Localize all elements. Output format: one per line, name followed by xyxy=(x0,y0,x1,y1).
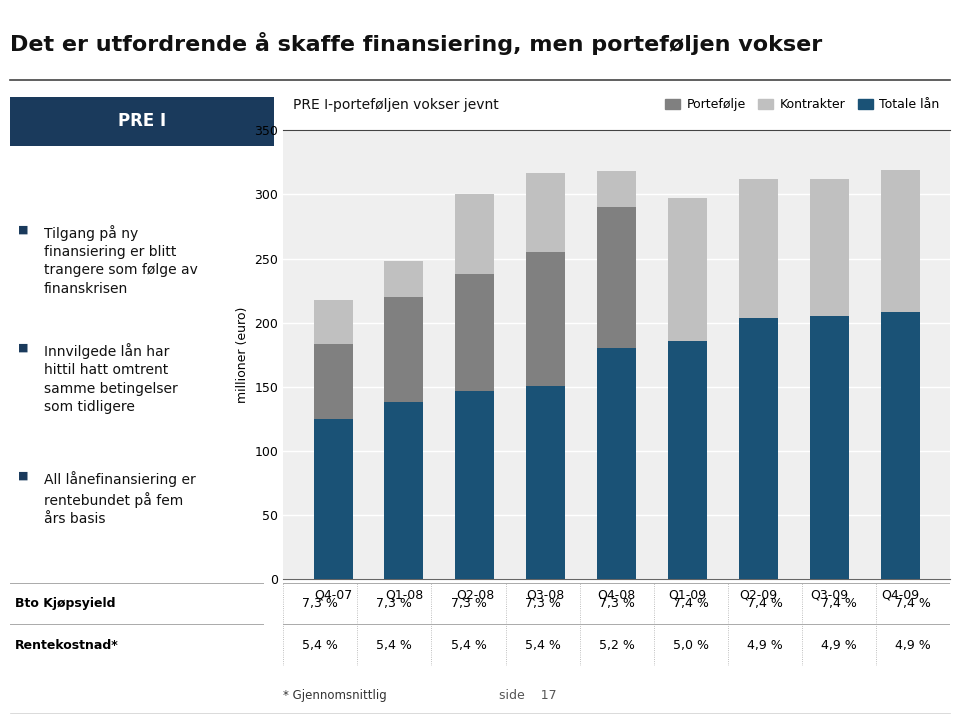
Bar xyxy=(739,179,779,346)
Y-axis label: millioner (euro): millioner (euro) xyxy=(236,306,249,403)
Text: 5,4 %: 5,4 % xyxy=(525,639,561,652)
Text: PRE I-porteføljen vokser jevnt: PRE I-porteføljen vokser jevnt xyxy=(293,98,498,111)
Text: ■: ■ xyxy=(17,471,28,481)
Bar xyxy=(668,342,708,579)
Bar xyxy=(10,97,274,146)
Bar xyxy=(526,386,565,579)
Text: 7,4 %: 7,4 % xyxy=(821,597,857,610)
Text: 5,4 %: 5,4 % xyxy=(450,639,487,652)
Text: 4,9 %: 4,9 % xyxy=(747,639,783,652)
Text: Rentekostnad*: Rentekostnad* xyxy=(14,639,118,652)
Text: 5,2 %: 5,2 % xyxy=(599,639,635,652)
Bar xyxy=(881,313,920,579)
Bar xyxy=(739,346,779,579)
Bar xyxy=(739,318,779,579)
Bar xyxy=(314,300,352,345)
Text: All lånefinansiering er
rentebundet på fem
års basis: All lånefinansiering er rentebundet på f… xyxy=(44,471,196,526)
Text: ■: ■ xyxy=(17,224,28,235)
Legend: Portefølje, Kontrakter, Totale lån: Portefølje, Kontrakter, Totale lån xyxy=(660,93,944,116)
Text: 7,4 %: 7,4 % xyxy=(673,597,708,610)
Bar xyxy=(455,274,494,579)
Text: PRE I: PRE I xyxy=(117,112,166,130)
Text: 7,4 %: 7,4 % xyxy=(896,597,931,610)
Bar xyxy=(881,313,920,579)
Bar xyxy=(668,341,708,579)
Bar xyxy=(810,316,850,579)
Text: 7,4 %: 7,4 % xyxy=(747,597,783,610)
Bar xyxy=(881,170,920,313)
Text: 5,4 %: 5,4 % xyxy=(302,639,338,652)
Bar xyxy=(314,345,352,579)
Bar xyxy=(455,195,494,274)
Text: PRE: PRE xyxy=(27,681,66,699)
Text: 7,3 %: 7,3 % xyxy=(376,597,413,610)
Bar xyxy=(384,261,423,297)
Text: 7,3 %: 7,3 % xyxy=(599,597,635,610)
Bar xyxy=(314,419,352,579)
Text: 7,3 %: 7,3 % xyxy=(525,597,561,610)
Text: Innvilgede lån har
hittil hatt omtrent
samme betingelser
som tidligere: Innvilgede lån har hittil hatt omtrent s… xyxy=(44,343,178,414)
Text: Bto Kjøpsyield: Bto Kjøpsyield xyxy=(14,597,115,610)
Bar xyxy=(526,252,565,579)
Text: Management: Management xyxy=(81,685,155,694)
Text: 5,0 %: 5,0 % xyxy=(673,639,708,652)
Bar xyxy=(668,198,708,342)
Bar xyxy=(810,179,850,316)
Text: Det er utfordrende å skaffe finansiering, men porteføljen vokser: Det er utfordrende å skaffe finansiering… xyxy=(10,32,822,55)
Bar xyxy=(384,403,423,579)
Bar xyxy=(384,297,423,579)
Text: 7,3 %: 7,3 % xyxy=(450,597,487,610)
Text: 4,9 %: 4,9 % xyxy=(896,639,931,652)
Text: 4,9 %: 4,9 % xyxy=(822,639,857,652)
Text: ■: ■ xyxy=(17,343,28,353)
Text: * Gjennomsnittlig: * Gjennomsnittlig xyxy=(283,689,387,702)
Bar xyxy=(455,391,494,579)
Text: 5,4 %: 5,4 % xyxy=(376,639,413,652)
Bar xyxy=(526,172,565,252)
Bar xyxy=(597,348,636,579)
Text: Tilgang på ny
finansiering er blitt
trangere som følge av
finanskrisen: Tilgang på ny finansiering er blitt tran… xyxy=(44,224,198,296)
Bar xyxy=(597,172,636,207)
Text: 7,3 %: 7,3 % xyxy=(302,597,338,610)
Bar xyxy=(810,316,850,579)
Text: side    17: side 17 xyxy=(499,689,557,702)
Bar xyxy=(597,207,636,579)
